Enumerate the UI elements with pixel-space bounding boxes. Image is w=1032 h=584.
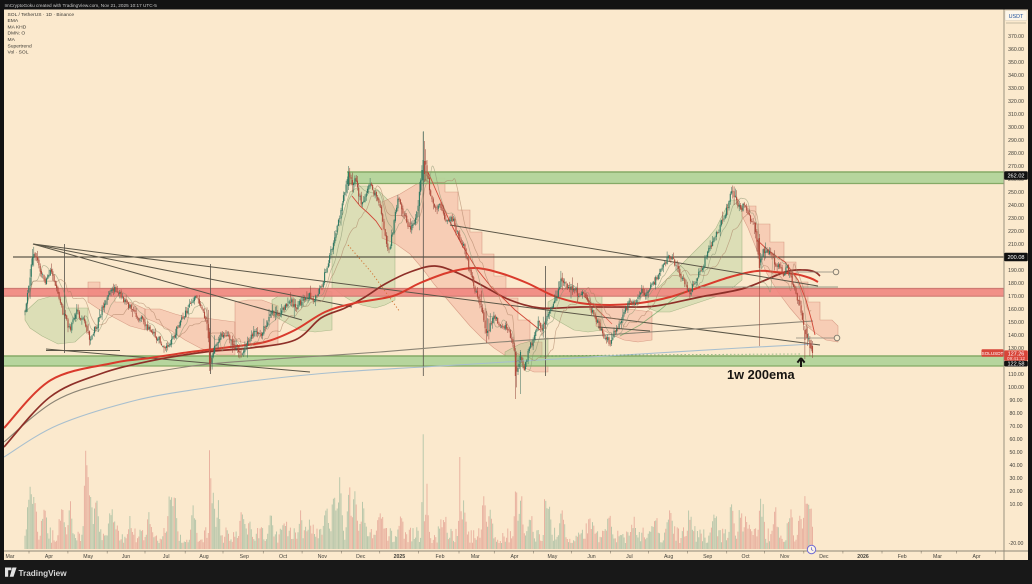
svg-text:MA: MA [8,37,16,43]
svg-text:-20.00: -20.00 [1009,541,1024,547]
svg-text:350.00: 350.00 [1008,60,1024,66]
svg-text:Oct: Oct [279,554,288,560]
svg-text:40.00: 40.00 [1010,463,1023,469]
svg-text:Sep: Sep [240,554,249,560]
svg-text:122.58: 122.58 [1007,362,1024,368]
svg-text:190.00: 190.00 [1008,268,1024,274]
svg-text:Nov: Nov [780,554,790,560]
svg-text:Supertrend: Supertrend [8,43,32,49]
svg-text:Jun: Jun [587,554,595,560]
svg-text:1w 200ema: 1w 200ema [727,367,795,382]
svg-text:Jul: Jul [163,554,170,560]
svg-text:370.00: 370.00 [1008,34,1024,40]
svg-text:180.00: 180.00 [1008,281,1024,287]
svg-text:270.00: 270.00 [1008,164,1024,170]
svg-text:230.00: 230.00 [1008,216,1024,222]
svg-text:360.00: 360.00 [1008,47,1024,53]
svg-text:Oct: Oct [742,554,751,560]
svg-text:Mar: Mar [471,554,480,560]
svg-text:Feb: Feb [436,554,445,560]
svg-text:310.00: 310.00 [1008,112,1024,118]
svg-text:290.00: 290.00 [1008,138,1024,144]
svg-text:TradingView: TradingView [19,569,68,578]
svg-text:250.00: 250.00 [1008,190,1024,196]
svg-text:130.00: 130.00 [1008,346,1024,352]
svg-text:SOL / TetherUS · 1D · Binance: SOL / TetherUS · 1D · Binance [8,12,75,18]
svg-text:May: May [547,554,557,560]
svg-text:Nov: Nov [318,554,328,560]
svg-text:10.00: 10.00 [1010,502,1023,508]
svg-text:110.00: 110.00 [1008,372,1024,378]
svg-text:150.00: 150.00 [1008,320,1024,326]
svg-text:160.00: 160.00 [1008,307,1024,313]
svg-text:Apr: Apr [45,554,53,560]
svg-text:09:41:12: 09:41:12 [1007,356,1025,361]
svg-text:70.00: 70.00 [1010,424,1023,430]
svg-text:Dec: Dec [356,554,366,560]
svg-text:Dec: Dec [819,554,829,560]
svg-text:Apr: Apr [510,554,518,560]
svg-text:330.00: 330.00 [1008,86,1024,92]
svg-text:240.00: 240.00 [1008,203,1024,209]
svg-text:170.00: 170.00 [1008,294,1024,300]
svg-text:2025: 2025 [394,554,406,560]
svg-text:50.00: 50.00 [1010,450,1023,456]
svg-text:Apr: Apr [973,554,981,560]
svg-text:SOLUSDT: SOLUSDT [982,351,1004,356]
svg-text:2026: 2026 [857,554,869,560]
svg-text:May: May [83,554,93,560]
svg-text:340.00: 340.00 [1008,73,1024,79]
svg-text:20.00: 20.00 [1010,489,1023,495]
svg-text:140.00: 140.00 [1008,333,1024,339]
svg-text:USDT: USDT [1009,14,1024,20]
svg-text:30.00: 30.00 [1010,476,1023,482]
svg-text:Sep: Sep [703,554,712,560]
svg-text:60.00: 60.00 [1010,437,1023,443]
svg-text:127.26: 127.26 [1008,351,1025,357]
svg-text:300.00: 300.00 [1008,125,1024,131]
svg-text:Jun: Jun [122,554,130,560]
svg-text:200.08: 200.08 [1007,255,1024,261]
svg-text:MA KHD: MA KHD [8,24,27,30]
svg-text:Vol · SOL: Vol · SOL [8,50,29,56]
svg-text:EMA: EMA [8,18,19,24]
svg-text:90.00: 90.00 [1010,398,1023,404]
svg-text:80.00: 80.00 [1010,411,1023,417]
svg-text:Mar: Mar [933,554,942,560]
svg-text:Aug: Aug [199,554,208,560]
svg-text:280.00: 280.00 [1008,151,1024,157]
svg-text:262.02: 262.02 [1007,174,1024,180]
svg-text:260.00: 260.00 [1008,177,1024,183]
svg-text:DMN: O: DMN: O [8,31,26,37]
svg-text:100.00: 100.00 [1008,385,1024,391]
svg-text:220.00: 220.00 [1008,229,1024,235]
svg-text:Jul: Jul [626,554,633,560]
svg-text:Feb: Feb [898,554,907,560]
svg-text:320.00: 320.00 [1008,99,1024,105]
svg-text:Aug: Aug [664,554,673,560]
svg-text:Mar: Mar [6,554,15,560]
svg-text:210.00: 210.00 [1008,242,1024,248]
svg-text:ImCryptoGoku created with Trad: ImCryptoGoku created with TradingView.co… [5,3,158,8]
